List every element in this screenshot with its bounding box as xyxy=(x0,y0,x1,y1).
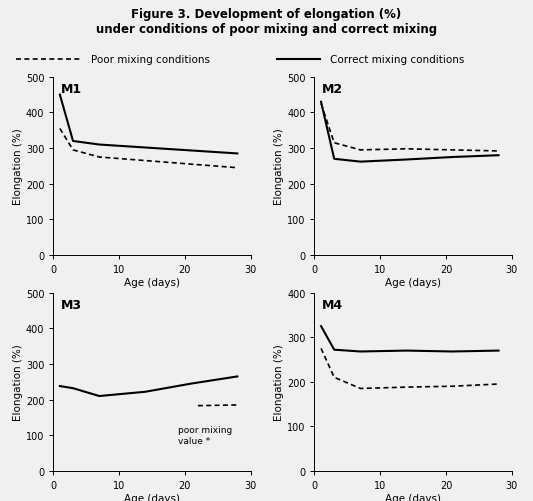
X-axis label: Age (days): Age (days) xyxy=(385,277,441,287)
X-axis label: Age (days): Age (days) xyxy=(385,492,441,501)
Y-axis label: Elongation (%): Elongation (%) xyxy=(13,344,23,420)
Text: under conditions of poor mixing and correct mixing: under conditions of poor mixing and corr… xyxy=(96,23,437,36)
Text: poor mixing
value *: poor mixing value * xyxy=(178,425,232,445)
Y-axis label: Elongation (%): Elongation (%) xyxy=(274,344,284,420)
Text: M3: M3 xyxy=(61,299,82,312)
Y-axis label: Elongation (%): Elongation (%) xyxy=(13,128,23,205)
Text: Correct mixing conditions: Correct mixing conditions xyxy=(330,55,465,65)
X-axis label: Age (days): Age (days) xyxy=(124,277,180,287)
Text: M2: M2 xyxy=(322,83,343,96)
Text: M1: M1 xyxy=(61,83,82,96)
Text: Poor mixing conditions: Poor mixing conditions xyxy=(91,55,209,65)
Text: Figure 3. Development of elongation (%): Figure 3. Development of elongation (%) xyxy=(131,8,402,21)
X-axis label: Age (days): Age (days) xyxy=(124,492,180,501)
Y-axis label: Elongation (%): Elongation (%) xyxy=(274,128,284,205)
Text: M4: M4 xyxy=(322,299,343,312)
